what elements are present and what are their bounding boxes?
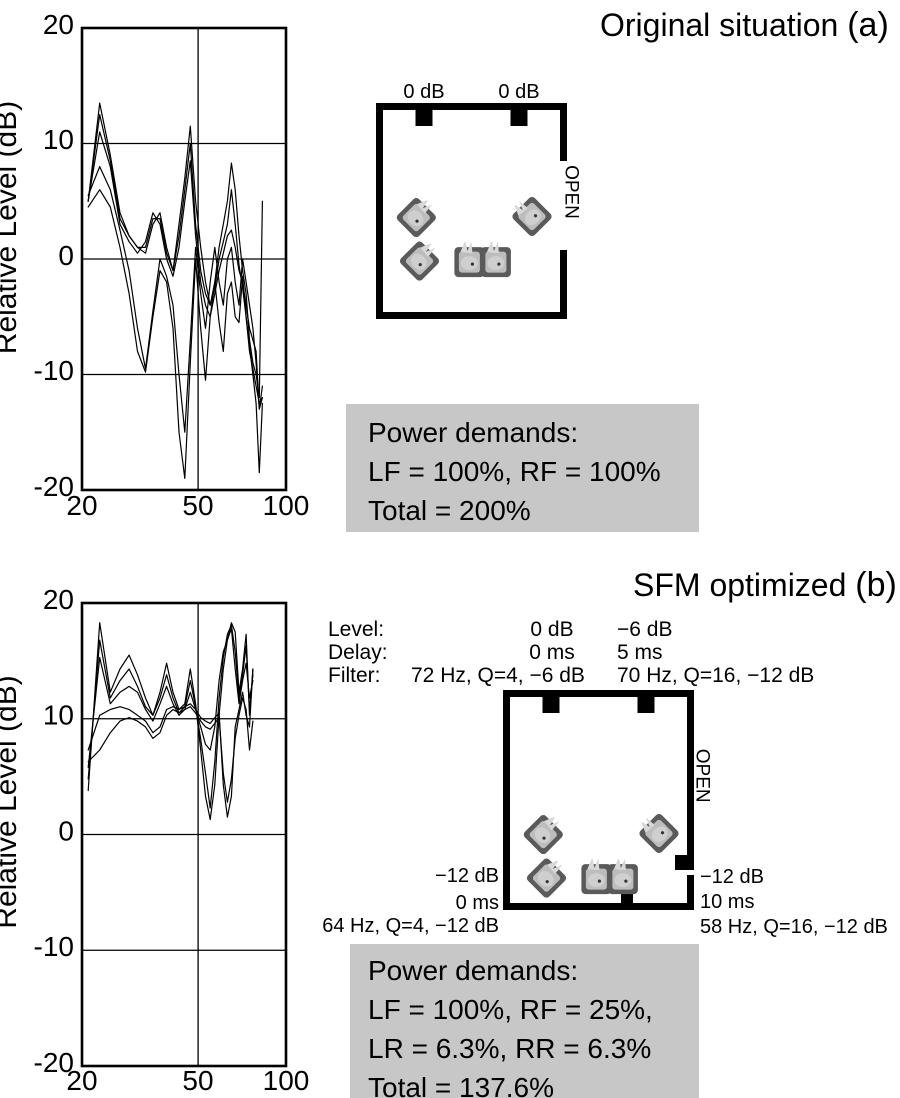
svg-text:0: 0 xyxy=(58,816,74,847)
svg-text:Level:: Level: xyxy=(328,618,384,641)
svg-text:100: 100 xyxy=(263,1065,310,1096)
svg-text:50: 50 xyxy=(182,490,213,521)
svg-text:70 Hz, Q=16, −12 dB: 70 Hz, Q=16, −12 dB xyxy=(617,664,814,687)
svg-text:-10: -10 xyxy=(34,355,74,386)
svg-text:OPEN: OPEN xyxy=(691,749,712,803)
svg-text:−12 dB: −12 dB xyxy=(700,866,764,888)
svg-text:100: 100 xyxy=(263,490,310,521)
svg-text:0: 0 xyxy=(58,240,74,271)
svg-text:OPEN: OPEN xyxy=(561,165,582,219)
svg-text:10 ms: 10 ms xyxy=(700,891,754,913)
svg-text:Relative Level (dB): Relative Level (dB) xyxy=(0,675,23,928)
svg-text:20: 20 xyxy=(66,1065,97,1096)
svg-text:72 Hz, Q=4, −6 dB: 72 Hz, Q=4, −6 dB xyxy=(411,664,585,687)
svg-text:0 dB: 0 dB xyxy=(403,81,444,103)
svg-text:50: 50 xyxy=(182,1065,213,1096)
svg-text:Delay:: Delay: xyxy=(328,641,388,664)
svg-text:20: 20 xyxy=(43,9,74,40)
svg-text:−6 dB: −6 dB xyxy=(617,618,672,641)
svg-text:−12 dB: −12 dB xyxy=(435,865,499,887)
svg-text:0 dB: 0 dB xyxy=(530,618,573,641)
svg-text:20: 20 xyxy=(43,584,74,615)
svg-text:0 dB: 0 dB xyxy=(498,81,539,103)
svg-text:10: 10 xyxy=(43,124,74,155)
svg-text:5 ms: 5 ms xyxy=(617,641,663,664)
svg-text:0 ms: 0 ms xyxy=(529,641,575,664)
svg-text:20: 20 xyxy=(66,490,97,521)
svg-text:Filter:: Filter: xyxy=(328,664,381,687)
svg-text:Relative Level (dB): Relative Level (dB) xyxy=(0,101,23,354)
svg-text:0 ms: 0 ms xyxy=(456,892,499,914)
svg-text:58 Hz, Q=16, −12 dB: 58 Hz, Q=16, −12 dB xyxy=(700,916,888,938)
svg-text:64 Hz, Q=4, −12 dB: 64 Hz, Q=4, −12 dB xyxy=(322,915,499,937)
svg-text:-10: -10 xyxy=(34,931,74,962)
svg-text:10: 10 xyxy=(43,700,74,731)
